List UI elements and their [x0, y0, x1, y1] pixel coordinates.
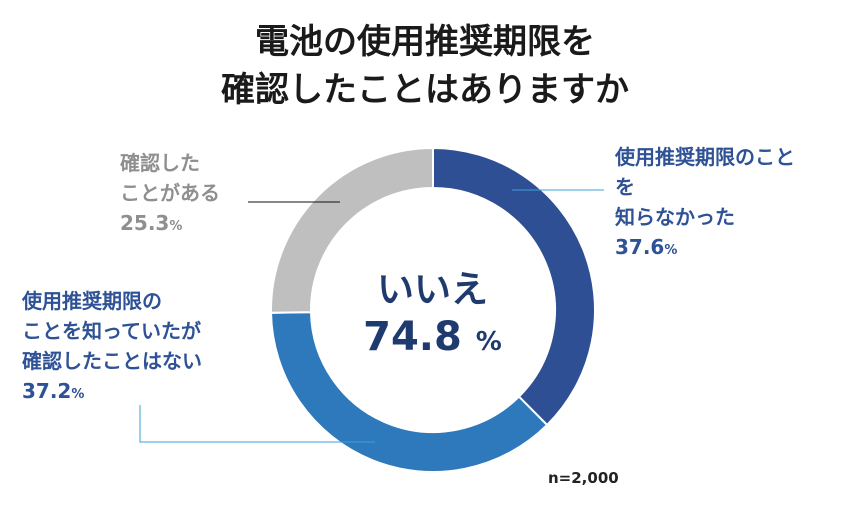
center-value-number: 74.8: [363, 314, 462, 360]
label-confirmed-line2: ことがある: [120, 181, 220, 205]
label-knew-not-checked-line2: ことを知っていたが: [22, 319, 201, 343]
label-knew-not-checked-line3: 確認したことはない: [22, 349, 202, 373]
chart-title: 電池の使用推奨期限を 確認したことはありますか: [0, 18, 850, 114]
label-knew-not-checked: 使用推奨期限の ことを知っていたが 確認したことはない 37.2%: [22, 286, 202, 410]
label-knew-not-checked-number: 37.2: [22, 379, 72, 403]
label-did-not-know-line3: 知らなかった: [615, 205, 735, 229]
center-label: いいえ: [377, 268, 488, 311]
label-knew-not-checked-value: 37.2%: [22, 376, 202, 410]
sample-size: n=2,000: [548, 469, 619, 487]
label-did-not-know-number: 37.6: [615, 235, 665, 259]
label-did-not-know-line1: 使用推奨期限のこと: [615, 145, 795, 169]
label-did-not-know-line2: を: [615, 175, 635, 199]
label-knew-not-checked-line1: 使用推奨期限の: [22, 289, 162, 313]
label-knew-not-checked-unit: %: [71, 387, 85, 402]
label-did-not-know-unit: %: [664, 243, 678, 258]
label-confirmed-unit: %: [169, 219, 183, 234]
title-line-2: 確認したことはありますか: [221, 70, 629, 110]
label-confirmed-value: 25.3%: [120, 208, 220, 242]
center-value: 74.8 %: [330, 314, 535, 365]
label-did-not-know-value: 37.6%: [615, 232, 795, 266]
center-value-unit: %: [475, 327, 502, 357]
slice-knew-not-checked: [270, 311, 549, 473]
label-confirmed-line1: 確認した: [120, 151, 200, 175]
label-did-not-know: 使用推奨期限のこと を 知らなかった 37.6%: [615, 142, 795, 266]
title-line-1: 電池の使用推奨期限を: [255, 22, 595, 62]
label-confirmed: 確認した ことがある 25.3%: [120, 148, 220, 242]
label-confirmed-number: 25.3: [120, 211, 170, 235]
leader-line-blue2: [139, 405, 375, 443]
slice-confirmed: [270, 146, 434, 314]
